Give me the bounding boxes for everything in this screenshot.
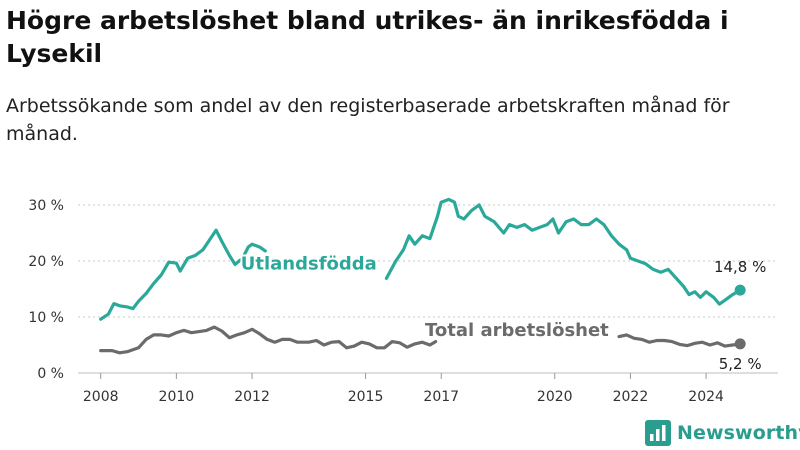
series-end-label-total: 5,2 % (719, 355, 762, 373)
series-annotation-utlandsfodda: Utlandsfödda (241, 253, 377, 274)
x-tick-label: 2015 (348, 389, 384, 405)
y-tick-label: 0 % (37, 366, 64, 382)
series-line-total (99, 325, 742, 355)
y-tick-label: 30 % (28, 198, 64, 214)
brand-logo: Newsworthy (645, 418, 800, 448)
series-annotation-total: Total arbetslöshet (425, 320, 609, 341)
x-tick-label: 2012 (234, 389, 270, 405)
x-tick-label: 2008 (83, 389, 119, 405)
brand-name: Newsworthy (677, 422, 800, 444)
x-tick-label: 2024 (688, 389, 724, 405)
x-tick-label: 2010 (159, 389, 195, 405)
series-end-dot-utlandsfodda (734, 284, 746, 296)
x-tick-label: 2020 (537, 389, 573, 405)
x-tick-label: 2017 (423, 389, 459, 405)
series-end-dot-total (734, 338, 746, 350)
series-end-label-utlandsfodda: 14,8 % (714, 258, 766, 276)
series-line-utlandsfodda (99, 197, 742, 321)
chart-subtitle: Arbetssökande som andel av den registerb… (6, 95, 730, 145)
x-tick-label: 2022 (613, 389, 649, 405)
y-tick-label: 10 % (28, 310, 64, 326)
chart-title: Högre arbetslöshet bland utrikes- än inr… (6, 6, 729, 68)
bar-chart-logo-icon (645, 420, 671, 446)
y-tick-label: 20 % (28, 254, 64, 270)
